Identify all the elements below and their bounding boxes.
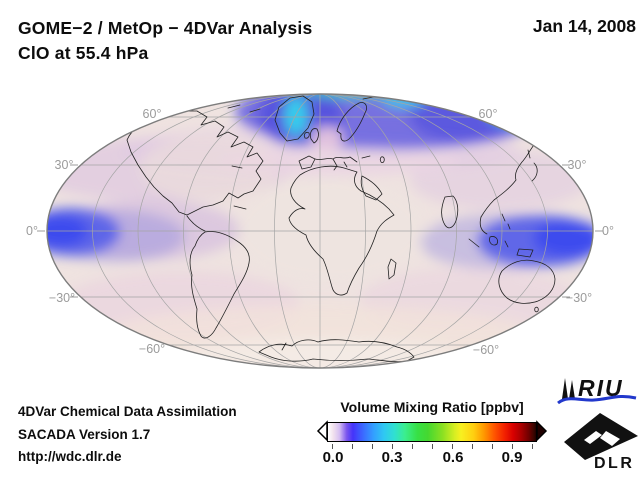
dlr-wings-icon: [564, 413, 638, 460]
dlr-logo-text: DLR: [594, 455, 634, 472]
lat-label-right-m30: −30°: [565, 291, 593, 305]
riu-wave-icon: [557, 394, 637, 405]
lat-label-left-m30: −30°: [48, 291, 76, 305]
colorbar-title: Volume Mixing Ratio [ppbv]: [340, 399, 524, 415]
lat-label-right-60: 60°: [478, 107, 498, 121]
riu-cathedral-icon: [562, 378, 568, 399]
colorbar-minor-tick: [492, 444, 493, 449]
plot-title-line1: GOME−2 / MetOp − 4DVar Analysis: [18, 18, 313, 38]
colorbar-arrows: [316, 420, 548, 442]
plot-title-line2: ClO at 55.4 hPa: [18, 43, 149, 63]
colorbar-minor-tick: [472, 444, 473, 449]
riu-logo: RIU: [557, 375, 637, 405]
map-boundary: [46, 93, 594, 369]
clo-data-field: [47, 94, 593, 368]
plot-date: Jan 14, 2008: [532, 16, 636, 36]
colorbar-minor-tick: [332, 444, 333, 449]
colorbar-tick-label-0: 0.0: [322, 449, 344, 466]
colorbar-minor-tick: [412, 444, 413, 449]
lat-label-left-m60: −60°: [138, 342, 166, 356]
latitude-ticks: [37, 164, 603, 298]
colorbar-minor-tick: [392, 444, 393, 449]
colorbar-minor-tick: [532, 444, 533, 449]
colorbar-tick-label-1: 0.3: [381, 449, 403, 466]
colorbar-tick-label-3: 0.9: [501, 449, 523, 466]
lat-label-left-30: 30°: [54, 158, 74, 172]
colorbar-tick-label-2: 0.6: [442, 449, 464, 466]
colorbar-minor-tick: [512, 444, 513, 449]
plot-title: GOME−2 / MetOp − 4DVar Analysis ClO at 5…: [18, 16, 312, 66]
lat-label-right-m60: −60°: [472, 343, 500, 357]
colorbar-minor-tick: [352, 444, 353, 449]
footer-line2: SACADA Version 1.7: [18, 426, 151, 442]
footer-line1: 4DVar Chemical Data Assimilation: [18, 404, 237, 419]
lat-label-left-60: 60°: [142, 107, 162, 121]
lat-label-right-30: 30°: [567, 158, 587, 172]
colorbar-minor-tick: [432, 444, 433, 449]
colorbar-minor-tick: [452, 444, 453, 449]
lat-label-left-0: 0°: [26, 224, 38, 238]
lat-label-right-0: 0°: [602, 224, 614, 238]
colorbar-minor-tick: [372, 444, 373, 449]
dlr-logo: DLR: [564, 413, 638, 472]
footer-line3: http://wdc.dlr.de: [18, 449, 122, 465]
footer-text: 4DVar Chemical Data Assimilation SACADA …: [18, 401, 237, 469]
